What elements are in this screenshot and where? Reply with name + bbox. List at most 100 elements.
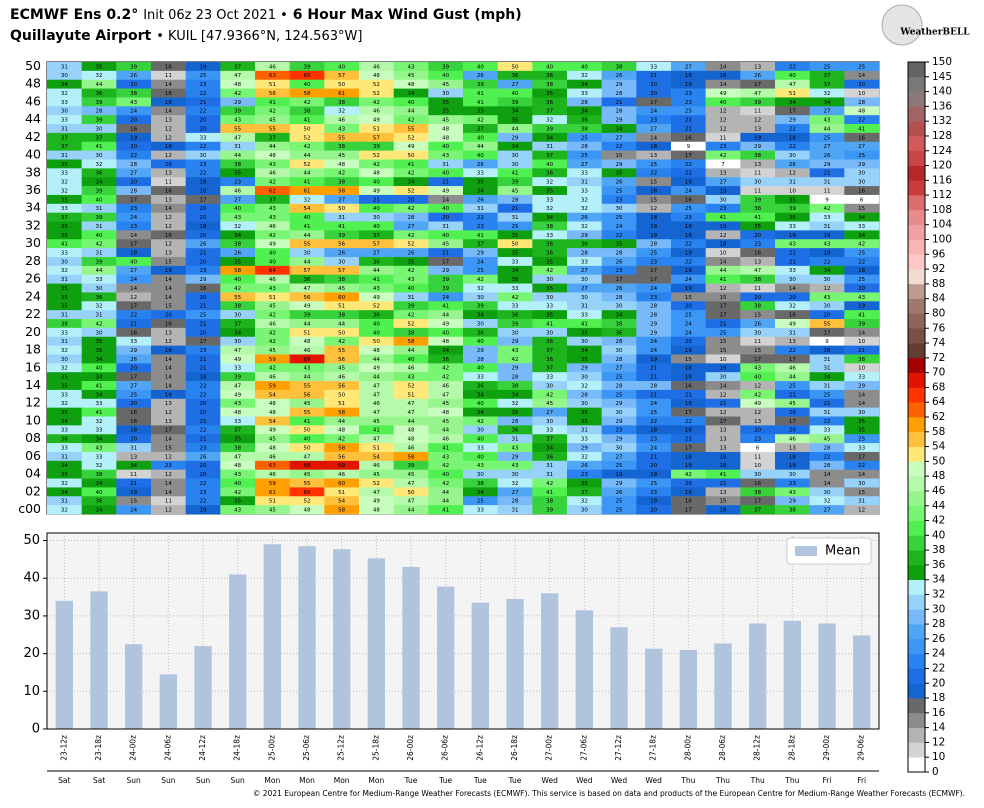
cell-label: 23 [754, 242, 761, 248]
cell [740, 460, 776, 470]
cell [255, 150, 290, 160]
cell [809, 301, 845, 311]
cell-label: 33 [61, 250, 68, 256]
cell [324, 292, 360, 302]
cell [844, 159, 880, 169]
cell [116, 88, 152, 98]
cell-label: 48 [373, 508, 380, 514]
cell [636, 70, 672, 81]
cell-label: 33 [61, 118, 68, 124]
cell-label: 13 [754, 259, 761, 265]
cell [359, 141, 394, 151]
cell-label: 42 [858, 242, 865, 248]
cell [497, 159, 533, 169]
cell [844, 186, 880, 196]
cell [636, 336, 672, 346]
cell [151, 434, 186, 444]
cell-label: 42 [442, 366, 449, 372]
cell-label: 30 [824, 277, 831, 283]
cell-label: 47 [373, 437, 380, 443]
cell [844, 88, 880, 98]
cell-label: 44 [442, 313, 449, 319]
cell-label: 22 [685, 162, 692, 168]
cell [220, 230, 256, 240]
cell-label: 30 [61, 259, 68, 265]
cell [567, 416, 602, 426]
cell [255, 221, 290, 231]
plot-area [47, 533, 879, 729]
cell [497, 212, 533, 222]
cell-label: 17 [650, 268, 657, 274]
cell [255, 186, 290, 196]
cell [463, 150, 498, 160]
cell-label: 46 [442, 437, 449, 443]
cell [601, 487, 637, 497]
cell [81, 177, 117, 187]
cell [601, 212, 637, 222]
cell-label: 29 [200, 277, 207, 283]
cell-label: 37 [477, 126, 484, 132]
cell-label: 16 [130, 330, 137, 336]
cell [324, 389, 360, 400]
cell-label: 43 [789, 490, 796, 496]
cell-label: 24 [616, 224, 623, 230]
cell-label: 19 [754, 135, 761, 141]
cell-label: 38 [338, 277, 345, 283]
cell-label: 58 [304, 91, 311, 97]
cell-label: 40 [373, 224, 380, 230]
cell-label: 21 [442, 250, 449, 256]
cell-label: 35 [442, 109, 449, 115]
cell-label: 20 [200, 330, 207, 336]
cell [185, 310, 221, 320]
cell-label: 21 [789, 392, 796, 398]
cell [47, 283, 82, 293]
cell [671, 363, 706, 373]
cell [567, 319, 602, 329]
cell-label: 37 [581, 490, 588, 496]
cell-label: 15 [858, 206, 865, 212]
cell-label: 55 [234, 126, 241, 132]
cell-label: 29 [789, 499, 796, 505]
cell-label: 27 [824, 508, 831, 514]
cell [116, 168, 152, 178]
cell-label: 31 [824, 357, 831, 363]
cell-label: 35 [512, 233, 519, 239]
cell [393, 381, 429, 391]
cell-label: 20 [650, 82, 657, 88]
colorbar-bin [908, 638, 925, 654]
cell-label: 31 [789, 180, 796, 186]
cell-label: 44 [234, 153, 241, 159]
cell-label: 31 [442, 162, 449, 168]
bar [402, 566, 420, 729]
cell-label: 36 [546, 339, 553, 345]
cell-label: 26 [477, 197, 484, 203]
cell-label: 50 [373, 339, 380, 345]
cell-label: 23 [650, 259, 657, 265]
cell-label: 38 [477, 481, 484, 487]
cell-label: 44 [408, 419, 415, 425]
cell [47, 141, 82, 151]
cell [185, 345, 221, 355]
cell-label: 12 [720, 118, 727, 124]
member-label: 14 [25, 377, 41, 392]
cell [636, 434, 672, 444]
cell [809, 168, 845, 178]
cell [497, 434, 533, 444]
cell [359, 62, 394, 72]
cell [81, 283, 117, 293]
colorbar-bin [908, 461, 925, 477]
cell [740, 230, 776, 240]
cell-label: 22 [685, 242, 692, 248]
cell [324, 416, 360, 426]
colorbar-label: 136 [932, 100, 952, 112]
cell [601, 203, 637, 213]
cell-label: 26 [477, 73, 484, 79]
cell [359, 239, 394, 249]
cell [81, 345, 117, 355]
cell [324, 425, 360, 435]
cell [151, 363, 186, 373]
cell [740, 79, 776, 89]
cell-label: 42 [304, 100, 311, 106]
cell [705, 345, 741, 355]
cell-label: 50 [304, 126, 311, 132]
